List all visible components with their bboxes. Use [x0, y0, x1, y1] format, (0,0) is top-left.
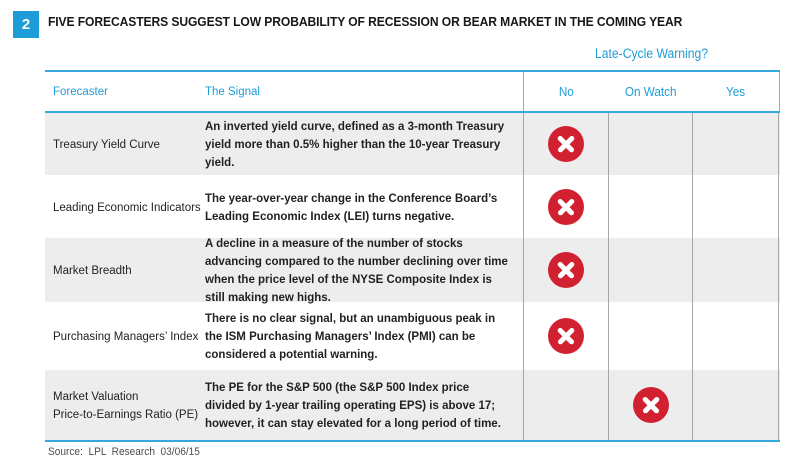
signal-header-label: The Signal [205, 86, 260, 98]
signal-description: The PE for the S&P 500 (the S&P 500 Inde… [205, 382, 501, 430]
forecaster-name: Market Valuation Price-to-Earnings Ratio… [53, 391, 199, 421]
table-row-market-valuation: Market Valuation Price-to-Earnings Ratio… [45, 370, 780, 440]
forecaster-header-label: Forecaster [53, 86, 108, 98]
signal-description: There is no clear signal, but an unambig… [205, 313, 496, 361]
warning-cell-no [523, 302, 608, 370]
source-attribution: Source: LPL Research 03/06/15 [48, 446, 200, 458]
table-header-row: Forecaster The Signal No On Watch Yes [45, 72, 780, 111]
figure-number-badge: 2 [13, 11, 39, 38]
column-header-no: No [558, 84, 574, 99]
warning-cell-yes [692, 302, 779, 370]
table-bottom-rule [45, 440, 780, 442]
x-mark-icon [548, 188, 584, 225]
forecaster-name: Purchasing Managers’ Index [53, 331, 199, 343]
warning-cell-on-watch [608, 302, 692, 370]
x-mark-icon [548, 126, 584, 162]
warning-cell-on-watch [608, 238, 692, 302]
column-header-on-watch: On Watch [624, 84, 677, 99]
warning-cell-no [523, 175, 608, 238]
forecaster-name: Market Breadth [53, 265, 132, 277]
header-bottom-rule [45, 111, 780, 113]
forecaster-column-header: Forecaster [45, 83, 205, 100]
column-header-yes: Yes [726, 84, 746, 99]
warning-cell-on-watch [608, 175, 692, 238]
warning-cell-yes [692, 113, 779, 175]
x-mark-icon [548, 252, 584, 288]
table-top-rule [45, 70, 780, 72]
table-row-purchasing-managers-index: Purchasing Managers’ Index There is no c… [45, 302, 780, 370]
table-row-treasury-yield-curve: Treasury Yield Curve An inverted yield c… [45, 113, 780, 175]
forecasters-table: Forecaster The Signal No On Watch Yes Tr… [45, 70, 780, 442]
warning-cell-yes [692, 370, 779, 440]
warning-cell-yes [692, 175, 779, 238]
late-cycle-warning-header: Late-Cycle Warning? [594, 46, 709, 61]
signal-description: An inverted yield curve, defined as a 3-… [205, 121, 505, 169]
table-row-leading-economic-indicators: Leading Economic Indicators The year-ove… [45, 175, 780, 238]
table-row-market-breadth: Market Breadth A decline in a measure of… [45, 238, 780, 304]
signal-description: A decline in a measure of the number of … [205, 238, 508, 304]
signal-column-header: The Signal [205, 83, 523, 100]
signal-description: The year-over-year change in the Confere… [205, 192, 498, 223]
warning-cell-on-watch [608, 113, 692, 175]
forecaster-name: Treasury Yield Curve [53, 139, 160, 151]
warning-cell-no [523, 370, 608, 440]
forecaster-name: Leading Economic Indicators [53, 201, 201, 214]
x-mark-icon [632, 387, 669, 423]
warning-cell-on-watch [608, 370, 692, 440]
warning-cell-yes [692, 238, 779, 302]
warning-cell-no [523, 238, 608, 302]
x-mark-icon [548, 318, 584, 354]
warning-options-header-group: No On Watch Yes [523, 72, 780, 111]
figure-title: FIVE FORECASTERS SUGGEST LOW PROBABILITY… [48, 14, 683, 29]
warning-cell-no [523, 113, 608, 175]
